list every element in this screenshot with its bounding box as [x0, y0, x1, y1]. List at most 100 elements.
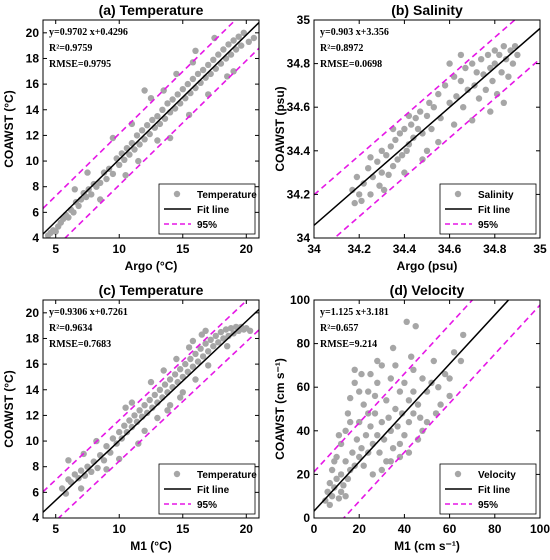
data-point	[220, 335, 227, 342]
data-point	[394, 156, 401, 163]
data-point	[410, 388, 417, 395]
legend-label: 95%	[197, 220, 217, 231]
data-point	[367, 370, 374, 378]
data-point	[387, 143, 394, 150]
data-point	[224, 73, 231, 80]
data-point	[97, 179, 104, 187]
y-tick-label: 10	[26, 434, 40, 448]
data-point	[164, 407, 171, 414]
data-point	[403, 318, 410, 325]
y-tick-label: 40	[297, 424, 311, 438]
data-point	[240, 29, 247, 36]
data-point	[358, 445, 365, 452]
data-point	[401, 432, 408, 439]
data-point	[154, 414, 161, 422]
data-point	[185, 344, 193, 351]
stats-text: R²=0.9634	[49, 323, 92, 334]
data-point	[446, 60, 453, 67]
data-point	[122, 404, 129, 411]
data-point	[103, 466, 110, 473]
stats-text: y=0.9702 x+0.4296	[49, 27, 128, 38]
data-point	[331, 484, 338, 491]
data-point	[378, 466, 385, 474]
data-point	[160, 367, 167, 374]
data-point	[430, 104, 437, 111]
data-point	[403, 147, 410, 154]
data-point	[344, 410, 352, 417]
data-point	[374, 357, 381, 365]
data-point	[469, 117, 476, 124]
data-point	[131, 412, 138, 419]
x-tick-label: 5	[52, 522, 59, 536]
data-point	[491, 47, 498, 54]
data-point	[385, 414, 392, 421]
data-point	[408, 121, 415, 128]
legend: Velocity Fit line 95%	[439, 463, 537, 515]
x-tick-label: 0	[311, 522, 318, 536]
data-point	[405, 418, 413, 426]
data-point	[419, 156, 426, 163]
data-point	[88, 191, 95, 198]
stats-text: y=0.903 x+3.356	[320, 27, 389, 38]
y-tick-label: 34	[297, 231, 311, 245]
data-point	[505, 73, 512, 80]
data-point	[446, 392, 453, 400]
data-point	[227, 51, 235, 58]
data-point	[128, 399, 136, 406]
data-point	[412, 114, 419, 122]
data-point	[136, 141, 143, 148]
data-point	[410, 366, 417, 373]
data-point	[135, 157, 142, 165]
data-point	[482, 86, 489, 94]
chart-title: (a) Temperature	[99, 2, 204, 18]
y-tick-label: 6	[32, 485, 39, 499]
data-point	[138, 127, 146, 134]
data-point	[133, 132, 141, 139]
data-point	[100, 169, 108, 176]
data-point	[103, 443, 110, 450]
data-point	[478, 56, 485, 63]
data-point	[192, 376, 199, 383]
lower-95-band	[342, 304, 540, 518]
data-point	[77, 467, 85, 474]
data-point	[164, 100, 171, 107]
data-point	[156, 120, 164, 128]
data-point	[387, 375, 394, 382]
data-point	[245, 38, 252, 45]
data-point	[337, 471, 345, 478]
y-axis-label: COAWST (psu)	[273, 86, 287, 171]
data-point	[147, 95, 155, 102]
data-point	[94, 464, 101, 472]
data-point	[250, 34, 258, 42]
y-axis-label: COAWST (°C)	[2, 370, 16, 447]
chart-title: (b) Salinity	[391, 2, 463, 18]
x-axis-label: M1 (°C)	[130, 539, 171, 553]
legend-label: 95%	[197, 500, 217, 511]
legend: Temperature Fit line 95%	[158, 183, 257, 235]
y-tick-label: 14	[26, 383, 40, 397]
data-point	[450, 349, 458, 356]
legend-label: Fit line	[197, 205, 230, 216]
y-tick-label: 34.8	[287, 57, 311, 71]
data-point	[128, 423, 136, 431]
data-point	[419, 427, 426, 434]
data-point	[498, 69, 505, 76]
data-point	[371, 410, 379, 417]
data-point	[396, 440, 404, 448]
data-point	[358, 197, 365, 205]
data-point	[322, 497, 329, 504]
data-point	[166, 402, 174, 409]
data-point	[238, 42, 245, 49]
data-point	[356, 191, 363, 198]
axes-frame	[313, 19, 541, 239]
data-points	[349, 43, 521, 207]
data-point	[75, 202, 82, 210]
data-point	[401, 125, 408, 133]
chart-panel-1: 5 10 15 20 4 6 8 10 12 14 16 18 20 (a) Temperature Arg…	[2, 2, 260, 273]
data-point	[349, 449, 356, 456]
data-point	[126, 417, 133, 424]
data-point	[212, 332, 219, 340]
x-tick-label: 20	[240, 242, 254, 256]
stats-text: y=0.9306 x+0.7261	[49, 307, 128, 318]
legend-label: Fit line	[478, 485, 511, 496]
